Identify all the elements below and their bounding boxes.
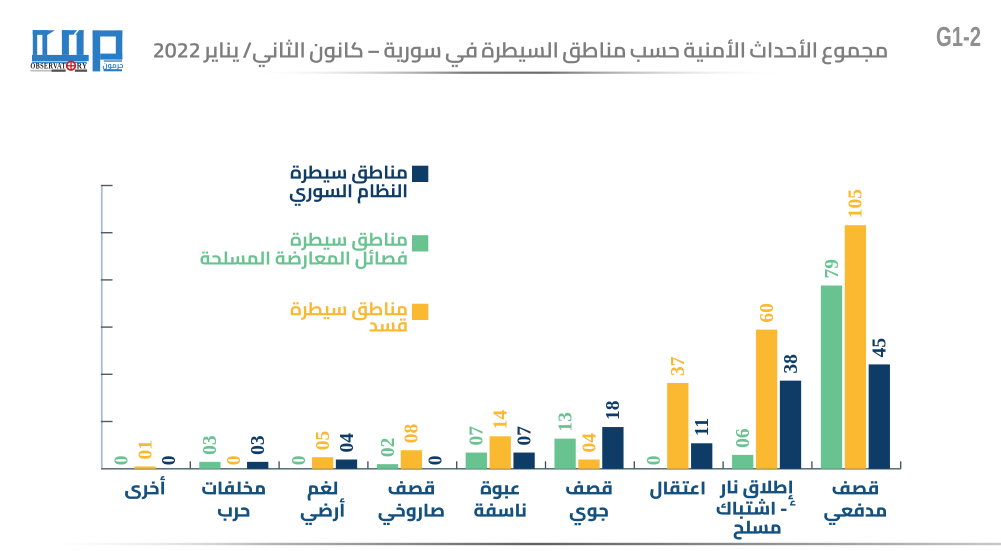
- svg-text:05: 05: [313, 430, 334, 450]
- svg-text:03: 03: [248, 435, 269, 455]
- svg-text:04: 04: [337, 433, 358, 453]
- svg-text:13: 13: [555, 412, 576, 432]
- svg-text:0: 0: [224, 456, 245, 466]
- svg-text:01: 01: [135, 440, 156, 460]
- svg-text:79: 79: [822, 259, 843, 279]
- svg-text:18: 18: [603, 400, 624, 420]
- svg-text:06: 06: [733, 428, 754, 448]
- svg-text:11: 11: [692, 418, 713, 436]
- svg-text:0: 0: [111, 456, 132, 466]
- svg-text:0: 0: [159, 456, 180, 466]
- svg-text:45: 45: [870, 338, 891, 358]
- svg-text:02: 02: [378, 438, 399, 458]
- svg-text:07: 07: [514, 426, 535, 446]
- svg-text:OBSERVAT: OBSERVAT: [30, 61, 66, 71]
- svg-text:105: 105: [846, 189, 867, 219]
- svg-text:37: 37: [668, 356, 689, 376]
- svg-text:08: 08: [402, 423, 423, 443]
- svg-text:0: 0: [426, 456, 447, 466]
- svg-text:0: 0: [289, 456, 310, 466]
- svg-text:G1-2: G1-2: [936, 22, 981, 53]
- svg-text:03: 03: [200, 435, 221, 455]
- svg-text:38: 38: [781, 354, 802, 374]
- svg-text:0: 0: [644, 456, 665, 466]
- svg-text:14: 14: [491, 410, 512, 430]
- svg-text:60: 60: [757, 303, 778, 323]
- svg-text:04: 04: [579, 433, 600, 453]
- svg-text:RY: RY: [77, 61, 88, 71]
- svg-text:07: 07: [467, 426, 488, 446]
